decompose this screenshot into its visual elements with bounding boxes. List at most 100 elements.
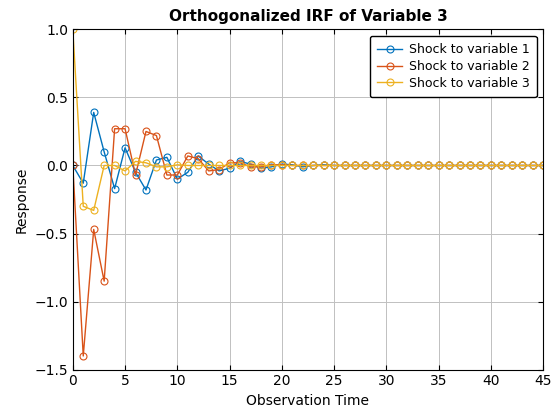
Shock to variable 1 [195, 153, 202, 158]
Shock to variable 2 [352, 163, 358, 168]
Shock to variable 1 [164, 155, 170, 160]
Shock to variable 3 [101, 163, 108, 168]
Shock to variable 1 [69, 163, 76, 168]
Shock to variable 3 [498, 163, 505, 168]
Shock to variable 2 [268, 162, 275, 167]
Shock to variable 3 [153, 164, 160, 169]
Shock to variable 3 [300, 163, 306, 168]
Shock to variable 2 [69, 163, 76, 168]
Shock to variable 1 [394, 163, 400, 168]
Shock to variable 1 [435, 163, 442, 168]
Shock to variable 1 [529, 163, 536, 168]
Shock to variable 2 [300, 163, 306, 168]
Shock to variable 3 [195, 163, 202, 168]
Shock to variable 2 [174, 173, 181, 178]
Shock to variable 2 [519, 163, 526, 168]
Shock to variable 2 [320, 163, 327, 168]
Shock to variable 1 [519, 163, 526, 168]
Shock to variable 2 [456, 163, 463, 168]
Shock to variable 1 [226, 165, 233, 171]
Shock to variable 2 [529, 163, 536, 168]
Shock to variable 3 [258, 163, 264, 168]
Shock to variable 1 [466, 163, 473, 168]
Shock to variable 3 [278, 163, 285, 168]
Shock to variable 1 [101, 150, 108, 155]
Shock to variable 3 [310, 163, 316, 168]
Shock to variable 2 [310, 163, 316, 168]
Shock to variable 2 [132, 173, 139, 178]
Shock to variable 1 [90, 110, 97, 115]
Shock to variable 1 [352, 163, 358, 168]
Shock to variable 3 [341, 163, 348, 168]
Shock to variable 1 [446, 163, 452, 168]
Shock to variable 2 [101, 278, 108, 284]
Line: Shock to variable 1: Shock to variable 1 [69, 109, 547, 194]
Shock to variable 2 [278, 162, 285, 167]
Shock to variable 2 [206, 168, 212, 173]
Shock to variable 3 [414, 163, 421, 168]
Shock to variable 3 [90, 208, 97, 213]
Shock to variable 2 [216, 167, 222, 172]
Shock to variable 1 [278, 162, 285, 167]
Shock to variable 3 [164, 164, 170, 169]
Shock to variable 2 [111, 126, 118, 131]
Shock to variable 1 [540, 163, 547, 168]
Shock to variable 1 [216, 168, 222, 173]
Shock to variable 1 [488, 163, 494, 168]
Shock to variable 2 [341, 163, 348, 168]
Shock to variable 3 [174, 162, 181, 167]
Shock to variable 1 [132, 170, 139, 175]
Shock to variable 1 [362, 163, 369, 168]
Shock to variable 1 [143, 187, 150, 192]
Shock to variable 1 [404, 163, 410, 168]
Shock to variable 2 [90, 227, 97, 232]
Shock to variable 1 [237, 159, 244, 164]
Shock to variable 2 [394, 163, 400, 168]
Shock to variable 1 [477, 163, 484, 168]
Shock to variable 1 [310, 163, 316, 168]
Shock to variable 1 [456, 163, 463, 168]
Shock to variable 2 [383, 163, 390, 168]
Shock to variable 1 [247, 162, 254, 167]
Shock to variable 2 [153, 133, 160, 138]
Shock to variable 2 [425, 163, 432, 168]
Title: Orthogonalized IRF of Variable 3: Orthogonalized IRF of Variable 3 [169, 9, 447, 24]
Shock to variable 1 [122, 145, 128, 150]
Legend: Shock to variable 1, Shock to variable 2, Shock to variable 3: Shock to variable 1, Shock to variable 2… [370, 36, 537, 97]
Shock to variable 3 [320, 163, 327, 168]
Shock to variable 3 [372, 163, 379, 168]
Shock to variable 3 [143, 160, 150, 165]
Shock to variable 2 [80, 354, 87, 359]
Shock to variable 2 [237, 160, 244, 165]
Shock to variable 3 [529, 163, 536, 168]
Shock to variable 3 [69, 27, 76, 32]
Shock to variable 2 [258, 164, 264, 169]
Shock to variable 3 [206, 163, 212, 168]
Shock to variable 2 [372, 163, 379, 168]
Shock to variable 2 [362, 163, 369, 168]
Shock to variable 3 [383, 163, 390, 168]
Shock to variable 2 [143, 129, 150, 134]
Shock to variable 3 [362, 163, 369, 168]
Shock to variable 3 [111, 163, 118, 168]
Shock to variable 3 [456, 163, 463, 168]
Shock to variable 3 [268, 163, 275, 168]
Shock to variable 3 [80, 204, 87, 209]
Shock to variable 3 [519, 163, 526, 168]
Shock to variable 2 [195, 156, 202, 161]
Shock to variable 2 [435, 163, 442, 168]
Shock to variable 1 [300, 164, 306, 169]
Shock to variable 1 [111, 186, 118, 191]
Shock to variable 2 [404, 163, 410, 168]
Shock to variable 3 [446, 163, 452, 168]
Shock to variable 1 [289, 162, 296, 167]
Shock to variable 1 [174, 176, 181, 181]
Shock to variable 3 [508, 163, 515, 168]
Shock to variable 3 [394, 163, 400, 168]
Shock to variable 2 [164, 173, 170, 178]
Shock to variable 1 [153, 158, 160, 163]
Shock to variable 2 [508, 163, 515, 168]
Shock to variable 3 [404, 163, 410, 168]
Shock to variable 2 [247, 164, 254, 169]
Shock to variable 2 [226, 160, 233, 165]
